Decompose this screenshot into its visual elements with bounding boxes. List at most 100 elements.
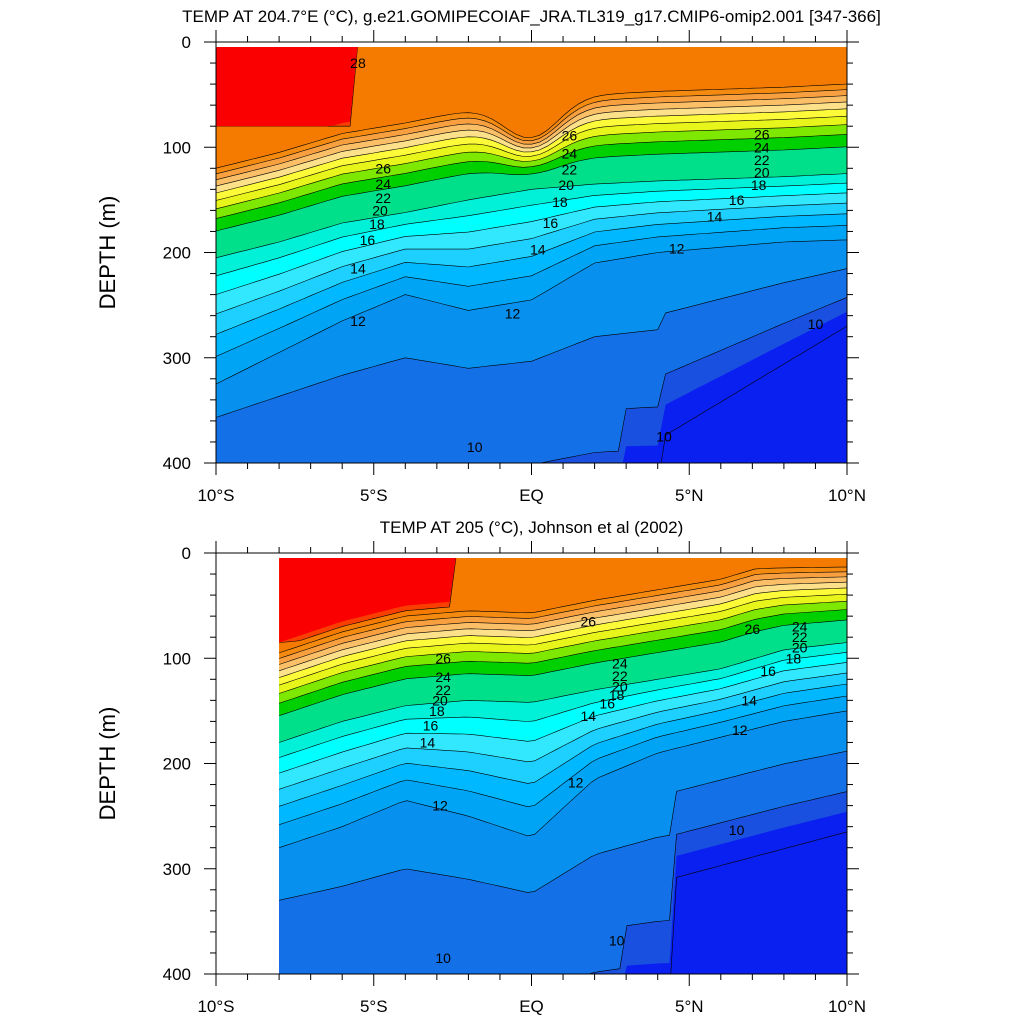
contour-label: 14 (707, 209, 723, 225)
contour-label: 22 (562, 161, 578, 177)
contour-label: 14 (530, 241, 546, 257)
fill-band-27 (216, 47, 847, 169)
contour-label: 24 (612, 656, 628, 672)
isotherm-11 (279, 750, 848, 901)
surface-gap (279, 553, 848, 558)
isotherm-21 (279, 601, 848, 694)
isotherm-20 (279, 609, 848, 704)
isotherm-19 (216, 146, 847, 232)
isotherm-16 (279, 662, 848, 774)
contour-label: 14 (350, 260, 366, 276)
isotherm-10 (403, 297, 847, 463)
isotherm-24 (216, 101, 847, 187)
contour-label: 18 (609, 687, 625, 703)
y-axis-label: DEPTH (m) (95, 196, 120, 310)
contour-label: 26 (581, 613, 597, 629)
contour-label: 26 (375, 160, 391, 176)
fill-band-29 (279, 553, 848, 643)
y-tick-label: 0 (182, 33, 191, 52)
contour-label: 22 (612, 668, 628, 684)
contour-label: 22 (792, 629, 808, 645)
isotherm-16 (216, 192, 847, 295)
surface-gap (216, 42, 847, 47)
contour-label: 26 (562, 128, 578, 144)
contour-label: 24 (792, 619, 808, 635)
contour-label: 18 (786, 650, 802, 666)
contour-label: 24 (754, 139, 770, 155)
isotherm-21 (216, 124, 847, 210)
chart-title: TEMP AT 205 (°C), Johnson et al (2002) (380, 518, 684, 537)
x-tick-label: 10°N (828, 997, 866, 1016)
contour-label: 20 (558, 177, 574, 193)
contour-label: 12 (669, 240, 685, 256)
y-tick-label: 0 (182, 544, 191, 563)
y-tick-label: 100 (163, 138, 191, 157)
contour-label: 18 (429, 703, 445, 719)
x-tick-label: 10°S (197, 997, 234, 1016)
y-tick-label: 100 (163, 649, 191, 668)
x-tick-label: 5°N (675, 997, 704, 1016)
contour-label: 14 (581, 708, 597, 724)
isotherm-18 (279, 642, 848, 743)
isotherm-9 (670, 831, 848, 974)
contour-label: 24 (562, 146, 578, 162)
contour-label: 20 (754, 165, 770, 181)
isotherm-25 (216, 95, 847, 181)
contour-label: 18 (552, 194, 568, 210)
contour-label: 26 (754, 127, 770, 143)
x-tick-label: 5°N (675, 486, 704, 505)
contour-label: 10 (808, 316, 824, 332)
contour-label: 16 (729, 192, 745, 208)
x-tick-label: EQ (519, 486, 544, 505)
isotherm-13 (279, 695, 848, 825)
fill-band-29 (216, 42, 847, 127)
isotherm-11 (216, 268, 847, 418)
y-tick-label: 200 (163, 755, 191, 774)
contour-label: 20 (792, 640, 808, 656)
isotherm-19 (279, 619, 848, 716)
contour-label: 22 (754, 152, 770, 168)
y-tick-label: 300 (163, 349, 191, 368)
contour-label: 12 (732, 722, 748, 738)
contour-label: 10 (467, 439, 483, 455)
contour-label: 12 (350, 313, 366, 329)
contour-label: 20 (372, 202, 388, 218)
isotherm-27 (279, 566, 847, 654)
contour-label: 20 (612, 679, 628, 695)
isotherm-26 (216, 89, 847, 175)
contour-label: 16 (760, 663, 776, 679)
x-tick-label: EQ (519, 997, 544, 1016)
x-tick-label: 5°S (360, 997, 388, 1016)
contour-label: 24 (375, 176, 391, 192)
contour-label: 22 (375, 190, 391, 206)
y-axis-label: DEPTH (m) (95, 707, 120, 821)
contour-label: 26 (745, 621, 761, 637)
contour-label: 26 (435, 650, 451, 666)
contour-label: 10 (435, 950, 451, 966)
contour-fills (279, 553, 848, 974)
isotherm-10 (587, 791, 848, 974)
y-tick-label: 400 (163, 965, 191, 984)
isotherm-12 (216, 239, 847, 385)
contour-label: 12 (505, 306, 521, 322)
isotherm-14 (216, 213, 847, 335)
contour-label: 22 (435, 682, 451, 698)
isotherm-22 (216, 115, 847, 201)
y-tick-label: 300 (163, 860, 191, 879)
contour-label: 12 (432, 798, 448, 814)
contour-label: 14 (420, 734, 436, 750)
contour-label: 10 (609, 932, 625, 948)
contour-label: 18 (369, 216, 385, 232)
contour-label: 16 (543, 215, 559, 231)
isotherm-18 (216, 173, 847, 259)
isotherm-26 (279, 571, 848, 659)
isotherm-12 (279, 710, 848, 848)
contour-label: 16 (423, 718, 439, 734)
chart-title: TEMP AT 204.7°E (°C), g.e21.GOMIPECOIAF_… (182, 7, 881, 26)
x-tick-label: 10°S (197, 486, 234, 505)
x-tick-label: 5°S (360, 486, 388, 505)
isotherm-20 (216, 134, 847, 219)
